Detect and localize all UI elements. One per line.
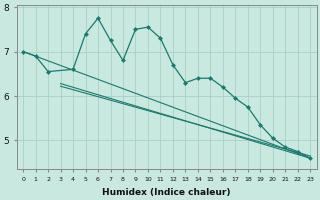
X-axis label: Humidex (Indice chaleur): Humidex (Indice chaleur) bbox=[102, 188, 231, 197]
